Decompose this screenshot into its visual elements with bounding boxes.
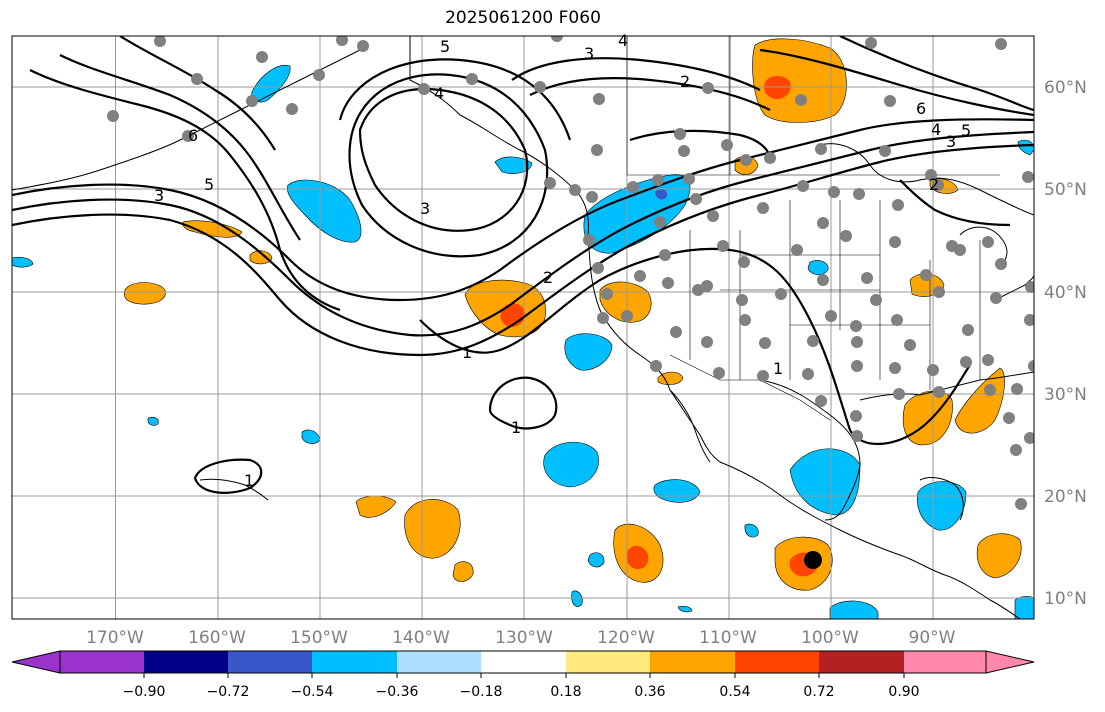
- colorbar-tick-label: −0.54: [291, 684, 334, 700]
- contour-labels: 1 1 1 1 2 2 2 3 3 3 3 4 4 4 5 5 5 6 6: [154, 31, 971, 490]
- lon-label: 90°W: [909, 628, 956, 648]
- fill-neg-east: [1014, 595, 1034, 619]
- colorbar-segment: [312, 651, 397, 673]
- fill-neg-small-4: [571, 590, 583, 607]
- fill-pos-canada-core: [764, 76, 791, 100]
- lat-label: 60°N: [1044, 78, 1087, 98]
- fill-pos-small-2: [182, 220, 243, 238]
- contour-label: 3: [420, 199, 430, 218]
- map-frame: [11, 35, 1035, 620]
- contour-label: 1: [244, 471, 254, 490]
- latitude-labels: 10°N 20°N 30°N 40°N 50°N 60°N: [1044, 78, 1087, 609]
- lon-label: 110°W: [699, 628, 757, 648]
- colorbar-segment: [819, 651, 904, 673]
- contour-label: 3: [154, 186, 164, 205]
- contour-label: 4: [434, 84, 444, 103]
- fill-pos-south-pacific: [404, 499, 461, 559]
- lon-label: 140°W: [392, 628, 450, 648]
- contour-label: 6: [916, 99, 926, 118]
- colorbar: −0.90 −0.72 −0.54 −0.36 −0.18 0.18 0.36 …: [11, 650, 1035, 700]
- contour-label: 1: [462, 343, 472, 362]
- colorbar-tick-label: 0.18: [550, 684, 581, 700]
- lon-label: 120°W: [597, 628, 655, 648]
- contour-label: 6: [188, 126, 198, 145]
- colorbar-segment: [481, 651, 566, 673]
- fill-neg-california: [564, 333, 613, 371]
- contour-label: 5: [961, 121, 971, 140]
- contour-label: 3: [946, 132, 956, 151]
- colorbar-tick-label: 0.72: [803, 684, 834, 700]
- colorbar-segment: [904, 651, 986, 673]
- colorbar-segment: [566, 651, 650, 673]
- contour-label: 2: [680, 72, 690, 91]
- fill-pos-caribbean: [976, 533, 1022, 579]
- contour-label: 4: [618, 31, 628, 50]
- colorbar-segment: [60, 651, 144, 673]
- contour-label: 2: [543, 268, 553, 287]
- lat-label: 20°N: [1044, 487, 1087, 507]
- contour-label: 2: [929, 175, 939, 194]
- colorbar-tick-label: −0.18: [460, 684, 503, 700]
- colorbar-tick-label: −0.90: [123, 684, 166, 700]
- fill-neg-small-2: [807, 260, 829, 276]
- colorbar-segment: [735, 651, 819, 673]
- fill-neg-east2: [1017, 139, 1034, 156]
- colorbar-segment: [144, 651, 228, 673]
- contour-label: 1: [773, 359, 783, 378]
- contour-label: 5: [204, 175, 214, 194]
- fill-neg-pacific-mid: [653, 479, 701, 503]
- lat-label: 50°N: [1044, 180, 1087, 200]
- fill-neg-small-8: [677, 605, 693, 613]
- contour-label: 5: [440, 37, 450, 56]
- fill-neg-small-5: [147, 416, 159, 426]
- fill-pos-small-5: [452, 561, 474, 582]
- colorbar-tick-label: 0.36: [634, 684, 665, 700]
- fill-pos-baja: [657, 371, 684, 385]
- contour-label: 4: [931, 120, 941, 139]
- storm-center-marker: [804, 551, 822, 569]
- station-dots: [107, 36, 1034, 510]
- height-contours: [12, 36, 1034, 494]
- lat-label: 40°N: [1044, 283, 1087, 303]
- colorbar-frame: [59, 650, 987, 674]
- lon-label: 160°W: [188, 628, 246, 648]
- fill-neg-yucatan: [917, 481, 967, 531]
- contour-label: 3: [584, 44, 594, 63]
- colorbar-extend-low: [11, 650, 61, 674]
- fill-pos-southeast: [954, 367, 1005, 434]
- fill-neg-mid-pacific: [543, 441, 599, 488]
- colorbar-segment: [397, 651, 481, 673]
- contour-label: 1: [511, 418, 521, 437]
- colorbar-tick-label: 0.90: [888, 684, 919, 700]
- fill-neg-small-3: [587, 552, 605, 568]
- fill-pos-mid-pacific-core: [626, 545, 649, 570]
- lat-label: 10°N: [1044, 589, 1087, 609]
- colorbar-tick-label: −0.72: [207, 684, 250, 700]
- fill-pos-small-1: [123, 282, 166, 305]
- fill-neg-northwest-core: [655, 189, 668, 200]
- longitude-labels: 170°W 160°W 150°W 140°W 130°W 120°W 110°…: [86, 628, 956, 648]
- colorbar-tick-label: 0.54: [719, 684, 750, 700]
- fill-neg-south: [829, 600, 879, 619]
- lon-label: 150°W: [290, 628, 348, 648]
- colorbar-tick-label: −0.36: [376, 684, 419, 700]
- fill-neg-small-7: [744, 523, 759, 538]
- fill-neg-small-6: [12, 256, 34, 268]
- fill-neg-gulf-alaska: [287, 179, 362, 243]
- lon-label: 170°W: [86, 628, 144, 648]
- colorbar-extend-high: [985, 650, 1035, 674]
- lat-label: 30°N: [1044, 385, 1087, 405]
- fill-neg-bc: [494, 156, 533, 174]
- map-title: 2025061200 F060: [445, 8, 601, 28]
- colorbar-segment: [228, 651, 312, 673]
- colorbar-segment: [650, 651, 735, 673]
- lon-label: 100°W: [801, 628, 859, 648]
- fill-pos-small-4: [355, 495, 397, 518]
- lon-label: 130°W: [495, 628, 553, 648]
- fill-pos-canada: [752, 38, 847, 123]
